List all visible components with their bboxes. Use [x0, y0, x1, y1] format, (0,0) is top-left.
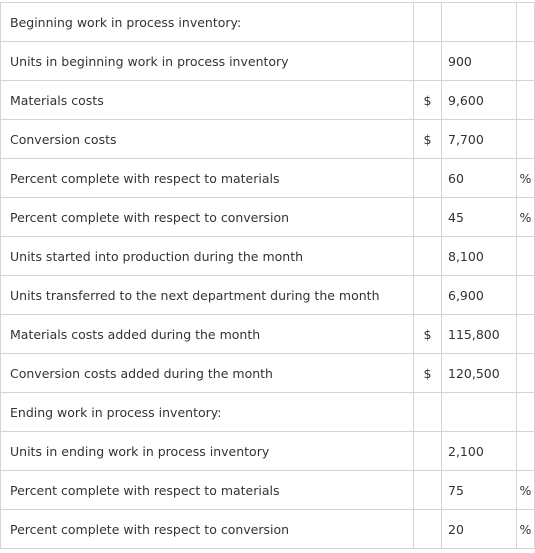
cur-cell [413, 470, 442, 510]
table-row: Percent complete with respect to materia… [0, 470, 535, 510]
val-cell: 9,600 [441, 80, 517, 120]
val-cell: 75 [441, 470, 517, 510]
table-row: Units started into production during the… [0, 236, 535, 276]
val-cell [441, 392, 517, 432]
cur-cell [413, 275, 442, 315]
label-cell: Units started into production during the… [0, 236, 414, 276]
label-cell: Conversion costs added during the month [0, 353, 414, 393]
val-cell: 45 [441, 197, 517, 237]
cur-cell: $ [413, 353, 442, 393]
cur-cell: $ [413, 80, 442, 120]
label-cell: Percent complete with respect to materia… [0, 470, 414, 510]
val-cell: 120,500 [441, 353, 517, 393]
table-row: Units transferred to the next department… [0, 275, 535, 315]
table-row: Conversion costs $7,700 [0, 119, 535, 159]
val-cell: 115,800 [441, 314, 517, 354]
cur-cell [413, 509, 442, 549]
table-row: Beginning work in process inventory: [0, 2, 535, 42]
table-row: Units in beginning work in process inven… [0, 41, 535, 81]
label-cell: Percent complete with respect to convers… [0, 509, 414, 549]
label-cell: Percent complete with respect to materia… [0, 158, 414, 198]
table-row: Materials costs $9,600 [0, 80, 535, 120]
label-cell: Conversion costs [0, 119, 414, 159]
cur-cell [413, 431, 442, 471]
unit-cell [516, 392, 535, 432]
cur-cell: $ [413, 119, 442, 159]
unit-cell [516, 119, 535, 159]
unit-cell [516, 431, 535, 471]
val-cell: 2,100 [441, 431, 517, 471]
unit-cell [516, 41, 535, 81]
val-cell: 20 [441, 509, 517, 549]
unit-cell: % [516, 470, 535, 510]
unit-cell: % [516, 509, 535, 549]
cur-cell [413, 41, 442, 81]
unit-cell [516, 80, 535, 120]
label-cell: Units transferred to the next department… [0, 275, 414, 315]
val-cell [441, 2, 517, 42]
label-cell: Percent complete with respect to convers… [0, 197, 414, 237]
unit-cell: % [516, 158, 535, 198]
unit-cell [516, 236, 535, 276]
table-row: Materials costs added during the month $1… [0, 314, 535, 354]
table-row: Percent complete with respect to convers… [0, 509, 535, 549]
table-row: Conversion costs added during the month $… [0, 353, 535, 393]
table-row: Percent complete with respect to convers… [0, 197, 535, 237]
label-cell: Materials costs added during the month [0, 314, 414, 354]
val-cell: 6,900 [441, 275, 517, 315]
label-cell: Units in ending work in process inventor… [0, 431, 414, 471]
cur-cell [413, 197, 442, 237]
unit-cell [516, 353, 535, 393]
val-cell: 7,700 [441, 119, 517, 159]
cur-cell [413, 158, 442, 198]
val-cell: 900 [441, 41, 517, 81]
cur-cell [413, 392, 442, 432]
table-row: Ending work in process inventory: [0, 392, 535, 432]
cur-cell [413, 236, 442, 276]
unit-cell [516, 275, 535, 315]
label-cell: Materials costs [0, 80, 414, 120]
unit-cell: % [516, 197, 535, 237]
table-row: Units in ending work in process inventor… [0, 431, 535, 471]
label-cell: Beginning work in process inventory: [0, 2, 414, 42]
unit-cell [516, 314, 535, 354]
label-cell: Ending work in process inventory: [0, 392, 414, 432]
val-cell: 8,100 [441, 236, 517, 276]
cur-cell: $ [413, 314, 442, 354]
label-cell: Units in beginning work in process inven… [0, 41, 414, 81]
cur-cell [413, 2, 442, 42]
val-cell: 60 [441, 158, 517, 198]
unit-cell [516, 2, 535, 42]
table-row: Percent complete with respect to materia… [0, 158, 535, 198]
